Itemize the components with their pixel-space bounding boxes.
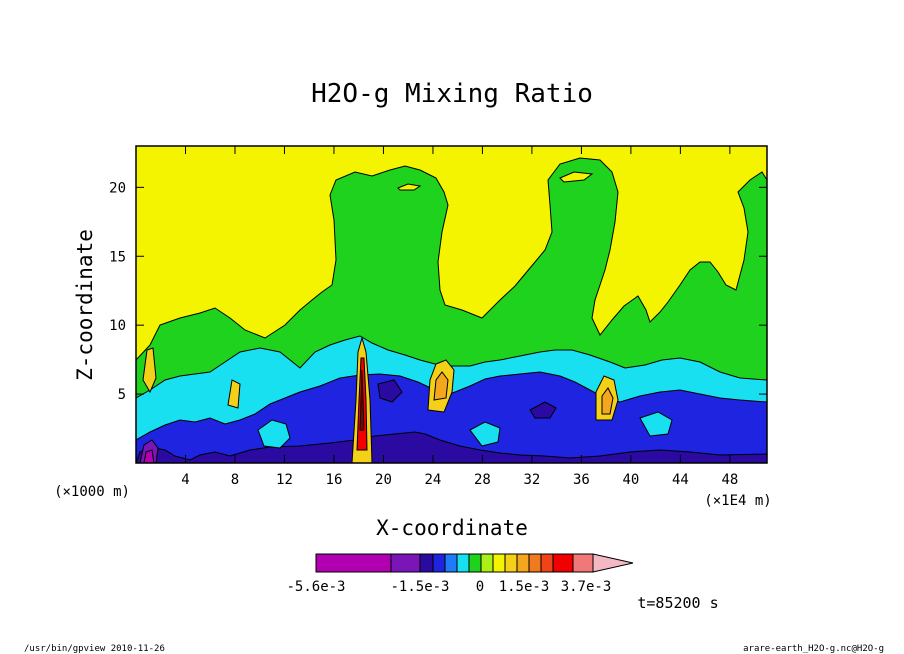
colorbar-swatch (420, 554, 433, 572)
colorbar-swatch (505, 554, 517, 572)
y-axis-label: Z-coordinate (73, 229, 97, 381)
colorbar-swatch (529, 554, 541, 572)
colorbar-tick-label: -1.5e-3 (390, 579, 449, 595)
y-tick-label: 15 (109, 249, 126, 265)
x-tick-label: 32 (523, 472, 540, 488)
y-tick-label: 5 (118, 387, 126, 403)
colorbar-arrow (593, 554, 633, 572)
footer-left: /usr/bin/gpview 2010-11-26 (24, 644, 165, 654)
x-tick-label: 16 (326, 472, 343, 488)
x-tick-label: 40 (622, 472, 639, 488)
colorbar: -5.6e-3 -1.5e-3 0 1.5e-3 3.7e-3 (286, 554, 633, 595)
x-axis-label: X-coordinate (376, 516, 528, 540)
x-tick-label: 20 (375, 472, 392, 488)
colorbar-tick-label: 1.5e-3 (499, 579, 550, 595)
colorbar-swatch (433, 554, 445, 572)
colorbar-swatch (573, 554, 593, 572)
x-tick-label: 24 (425, 472, 442, 488)
x-tick-label: 44 (672, 472, 689, 488)
x-axis-units: (×1000 m) (54, 484, 130, 500)
figure: H2O-g Mixing Ratio (0, 0, 904, 654)
colorbar-swatch (445, 554, 457, 572)
x-tick-label: 36 (573, 472, 590, 488)
x-tick-label: 48 (721, 472, 738, 488)
x-tick-label: 12 (276, 472, 293, 488)
colorbar-swatch (553, 554, 573, 572)
time-label: t=85200 s (637, 594, 718, 612)
y-tick-label: 20 (109, 180, 126, 196)
colorbar-swatch (493, 554, 505, 572)
plot-area (136, 146, 767, 463)
colorbar-swatch (481, 554, 493, 572)
colorbar-swatch (469, 554, 481, 572)
colorbar-swatch (457, 554, 469, 572)
x-tick-label: 4 (181, 472, 189, 488)
x-axis-scale-note: (×1E4 m) (704, 493, 771, 509)
colorbar-tick-label: 0 (476, 579, 484, 595)
colorbar-swatch (391, 554, 420, 572)
colorbar-swatch (517, 554, 529, 572)
footer-right: arare-earth_H2O-g.nc@H2O-g (743, 644, 884, 654)
chart-title: H2O-g Mixing Ratio (311, 79, 593, 109)
colorbar-tick-label: -5.6e-3 (286, 579, 345, 595)
colorbar-swatch (541, 554, 553, 572)
colorbar-swatch (316, 554, 391, 572)
x-tick-label: 28 (474, 472, 491, 488)
x-tick-label: 8 (231, 472, 239, 488)
y-tick-label: 10 (109, 318, 126, 334)
colorbar-tick-label: 3.7e-3 (561, 579, 612, 595)
